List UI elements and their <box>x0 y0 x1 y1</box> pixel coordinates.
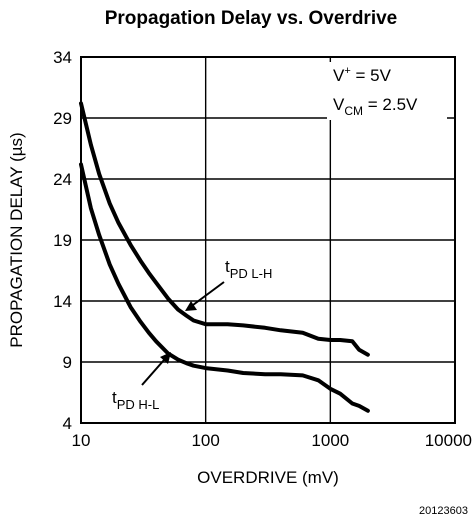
arrow-lh <box>185 281 225 311</box>
y-tick-label: 4 <box>63 414 72 433</box>
series-label-hl: tPD H-L <box>112 388 159 412</box>
series-line-lh <box>79 101 370 357</box>
y-tick-labels: 4 9 14 19 24 29 34 <box>53 48 72 433</box>
x-tick-label: 10 <box>72 431 91 450</box>
conditions-box <box>327 62 447 120</box>
supply-voltage-label: V+ = 5V <box>333 65 392 85</box>
y-axis-label: PROPAGATION DELAY (µs) <box>7 132 26 347</box>
x-tick-label: 1000 <box>311 431 349 450</box>
series-line-hl <box>79 162 370 413</box>
figure-id: 20123603 <box>419 505 468 517</box>
y-tick-label: 9 <box>63 353 72 372</box>
y-tick-label: 34 <box>53 48 72 67</box>
x-tick-label: 100 <box>191 431 219 450</box>
series-label-lh: tPD L-H <box>225 257 272 281</box>
vcm-label: VCM = 2.5V <box>333 95 418 118</box>
plot-frame <box>80 56 456 424</box>
x-tick-labels: 10 100 1000 10000 <box>72 431 472 450</box>
y-tick-label: 24 <box>53 170 72 189</box>
y-tick-label: 19 <box>53 231 72 250</box>
series-group <box>79 101 370 413</box>
y-tick-label: 29 <box>53 109 72 128</box>
arrow-hl <box>141 352 171 386</box>
y-tick-label: 14 <box>53 292 72 311</box>
chart-title: Propagation Delay vs. Overdrive <box>105 8 398 29</box>
x-axis-label: OVERDRIVE (mV) <box>197 468 339 487</box>
x-tick-label: 10000 <box>425 431 472 450</box>
